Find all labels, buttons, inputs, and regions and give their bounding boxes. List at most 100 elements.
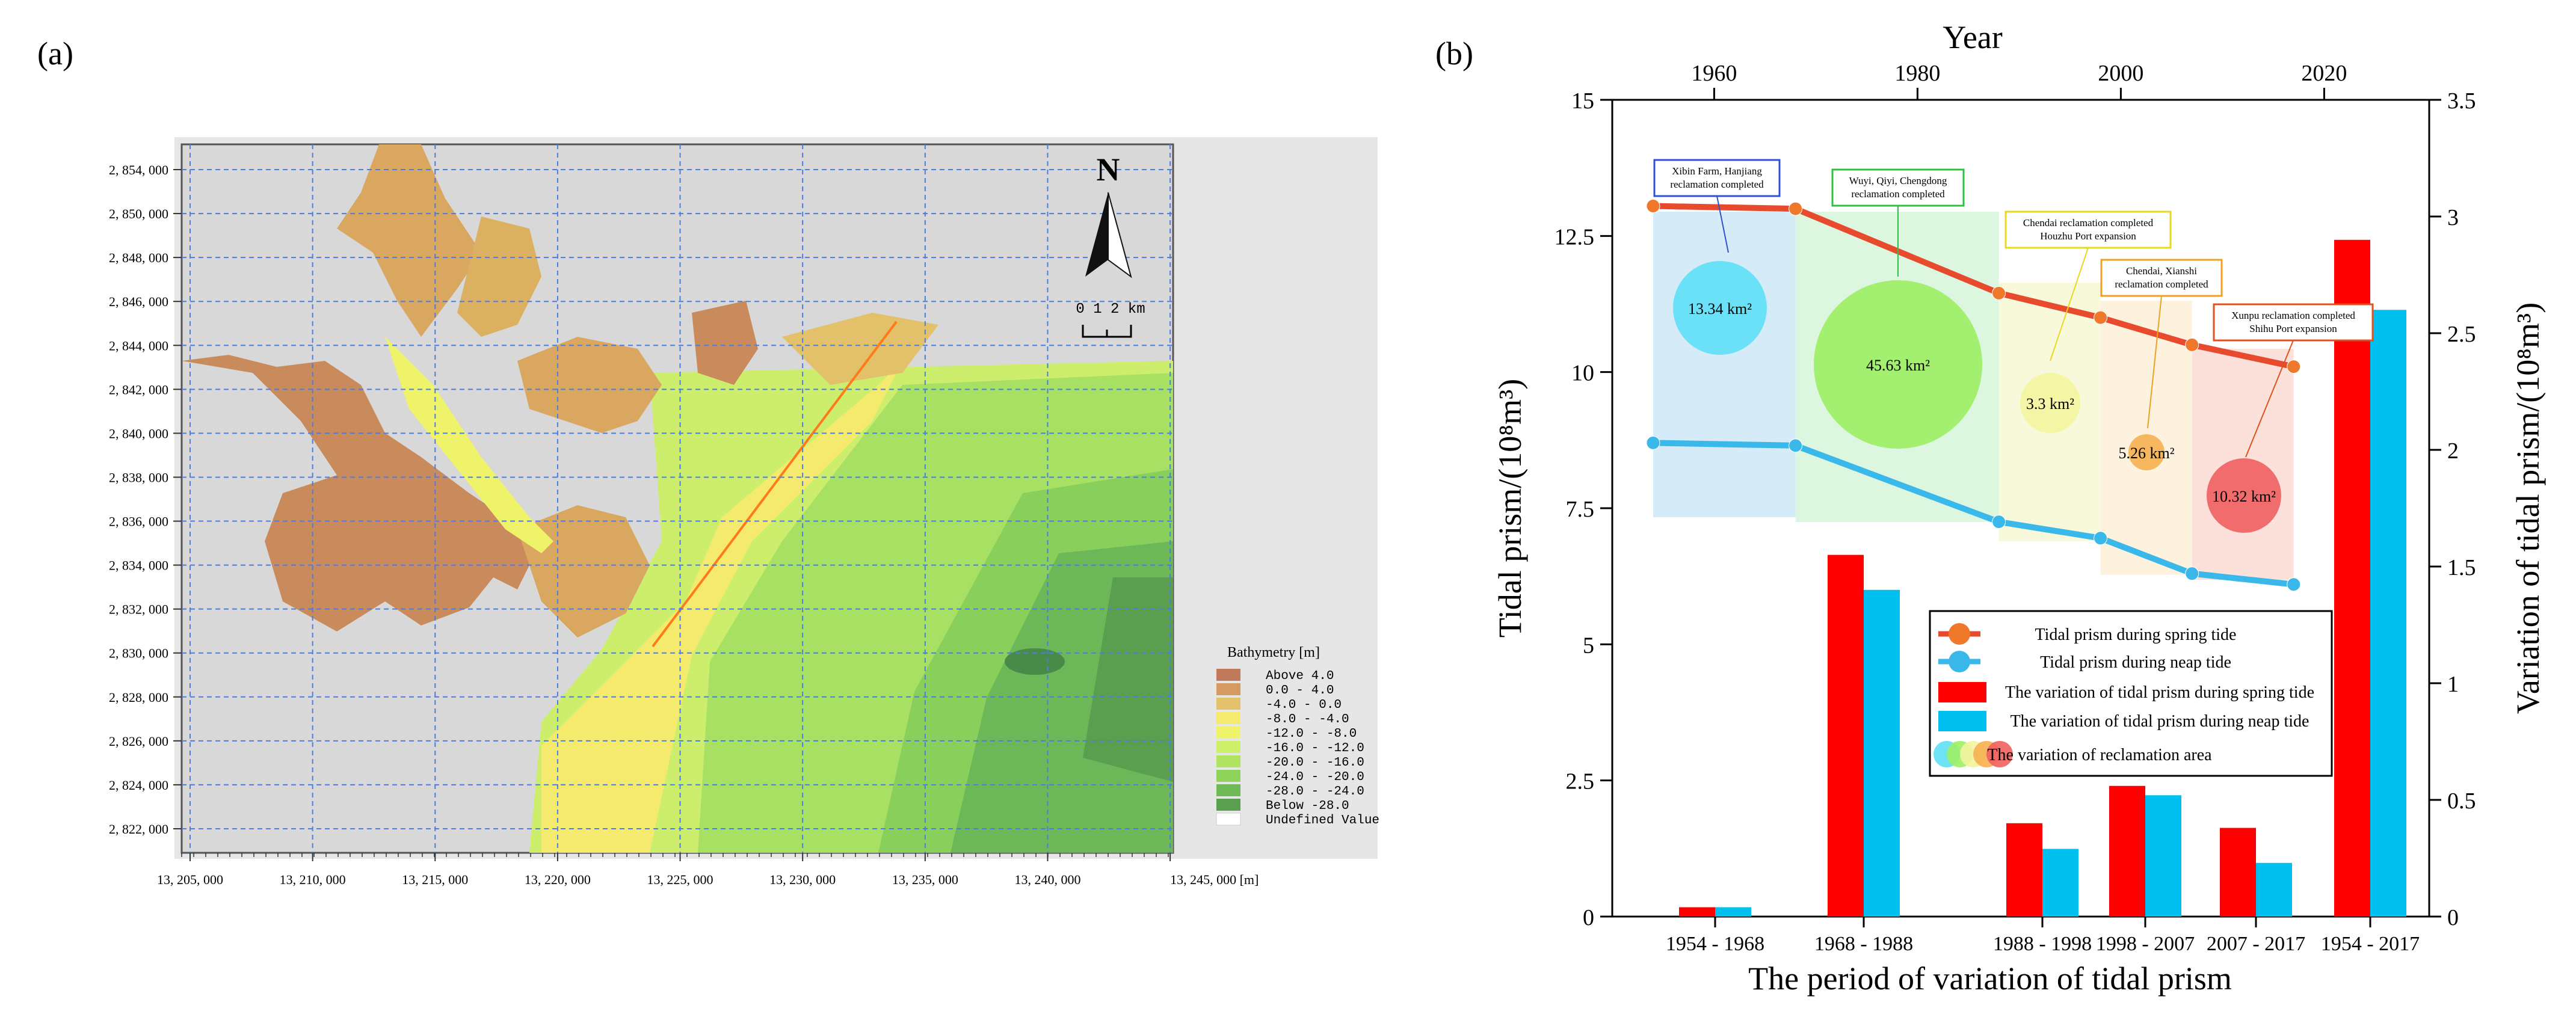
map-y-tick-label: 2, 844, 000 — [109, 338, 168, 353]
land-north-2 — [457, 217, 541, 337]
x-tick-label: 1954 - 2017 — [2321, 933, 2420, 955]
map-y-tick-label: 2, 838, 000 — [109, 470, 168, 485]
note-leader — [1716, 195, 1729, 253]
reclamation-circle — [2020, 373, 2080, 433]
bar-spring — [1828, 555, 1864, 917]
land-ne — [782, 313, 938, 385]
note-line: Houzhu Port expansion — [2040, 230, 2136, 242]
map-x-tick-label: 13, 215, 000 — [402, 872, 468, 887]
map-y-tick-label: 2, 826, 000 — [109, 734, 168, 749]
reclamation-area-label: 13.34 km² — [1688, 300, 1752, 318]
legend-neap-marker — [1949, 651, 1970, 672]
y-right-tick-label: 1 — [2447, 672, 2459, 697]
map-x-tick-label: 13, 245, 000 [m] — [1170, 872, 1259, 887]
x-tick-label: 1988 - 1998 — [1993, 933, 2092, 955]
bar-neap — [2145, 795, 2181, 917]
scale-bar-label: 0 1 2 km — [1076, 301, 1145, 318]
chart-legend: Tidal prism during spring tide Tidal pris… — [1929, 610, 2333, 777]
note-line: Chendai reclamation completed — [2023, 217, 2154, 229]
y-right-tick-label: 0 — [2447, 905, 2459, 930]
top-tick-label: 2000 — [2098, 61, 2143, 86]
north-letter: N — [1097, 152, 1120, 188]
bathymetry-legend: Bathymetry [m] Above 4.00.0 - 4.0-4.0 - … — [1216, 645, 1379, 828]
land-island — [692, 301, 758, 385]
legend-entry-label: -24.0 - -20.0 — [1266, 770, 1364, 784]
reclamation-circle — [2207, 458, 2281, 533]
map-y-tick-label: 2, 846, 000 — [109, 294, 168, 309]
legend-entry-label: -12.0 - -8.0 — [1266, 727, 1357, 741]
y-tick-label: 0 — [1583, 905, 1594, 930]
note-leader — [2050, 247, 2089, 361]
reclamation-circle — [1814, 280, 1982, 449]
y-right-tick-label: 3 — [2447, 205, 2459, 230]
map-y-tick-label: 2, 850, 000 — [109, 206, 168, 221]
map-grid — [182, 144, 1173, 853]
legend-label: The variation of tidal prism during spri… — [2005, 683, 2314, 702]
reclamation-circle — [1673, 261, 1767, 355]
note-leader — [2147, 295, 2162, 429]
y-tick-label: 12.5 — [1555, 224, 1595, 250]
map-y-tick-label: 2, 824, 000 — [109, 778, 168, 793]
legend-label: The variation of reclamation area — [1987, 746, 2212, 764]
legend-entry-label: -8.0 - -4.0 — [1266, 713, 1349, 727]
panel-a-label: (a) — [37, 35, 73, 72]
reclamation-area-label: 5.26 km² — [2118, 444, 2174, 462]
map-x-tick-label: 13, 235, 000 — [892, 872, 958, 887]
neap-tide-point — [1789, 438, 1803, 453]
y-axis-label: Tidal prism/(10⁸m³) — [1492, 379, 1528, 638]
neap-tide-point — [1646, 435, 1660, 450]
legend-swatch — [1216, 698, 1240, 710]
neap-tide-point — [2287, 577, 2301, 592]
note-line: Wuyi, Qiyi, Chengdong — [1849, 175, 1947, 186]
note-line: Xibin Farm, Hanjiang — [1672, 165, 1762, 177]
x-tick-label: 2007 - 2017 — [2207, 933, 2305, 955]
land-west — [182, 355, 541, 631]
legend-spring-marker — [1949, 623, 1970, 645]
map-y-tick-label: 2, 830, 000 — [109, 646, 168, 661]
x-tick-label: 1998 - 2007 — [2096, 933, 2195, 955]
bar-neap — [2370, 310, 2406, 917]
reclamation-area-label: 10.32 km² — [2212, 488, 2276, 505]
legend-entry-label: Below -28.0 — [1266, 799, 1349, 813]
map-x-tick-label: 13, 240, 000 — [1014, 872, 1080, 887]
y-tick-label: 7.5 — [1566, 497, 1595, 522]
map-y-tick-label: 2, 836, 000 — [109, 514, 168, 529]
panel-b-label: (b) — [1435, 35, 1473, 72]
bathymetry-map: N 0 1 2 km Bathymetry [m] Above 4.00.0 -… — [109, 137, 1379, 887]
legend-swatch — [1216, 741, 1240, 753]
top-tick-label: 1980 — [1894, 61, 1940, 86]
note-line: Chendai, Xianshi — [2126, 265, 2197, 277]
neap-tide-point — [2185, 567, 2199, 581]
spring-tide-point — [2287, 360, 2301, 374]
legend-swatch — [1216, 683, 1240, 695]
reclamation-note: Xunpu reclamation completed Shihu Port ex… — [2231, 310, 2355, 334]
map-y-tick-label: 2, 840, 000 — [109, 426, 168, 441]
bar-neap — [1864, 589, 1900, 917]
neap-tide-line — [1653, 440, 2294, 588]
legend-swatch — [1216, 669, 1240, 681]
map-x-tick-label: 13, 225, 000 — [647, 872, 713, 887]
map-axes: 13, 205, 000 13, 210, 000 13, 215, 000 13, … — [109, 162, 1259, 887]
bar-spring — [2109, 785, 2145, 917]
map-y-tick-label: 2, 854, 000 — [109, 162, 168, 177]
legend-entry-label: -28.0 - -24.0 — [1266, 785, 1364, 799]
map-x-tick-label: 13, 220, 000 — [525, 872, 591, 887]
tidal-prism-chart: 0 2.5 5 7.5 10 12.5 15 0 0.5 1 1.5 2 2.5 3 3.5 Year 1960… — [1492, 19, 2546, 997]
bar-spring — [2220, 828, 2256, 917]
land-north — [337, 144, 481, 337]
spring-tide-line — [1653, 203, 2294, 370]
estuary-channel — [385, 337, 553, 553]
top-tick-label: 2020 — [2301, 61, 2347, 86]
scale-bar-icon — [1082, 325, 1132, 338]
legend-swatch — [1216, 784, 1240, 796]
spring-tide-point — [1789, 201, 1803, 216]
spring-tide-point — [1992, 286, 2006, 300]
reclamation-circle — [2128, 434, 2165, 470]
note-line: reclamation completed — [1851, 188, 1945, 200]
spring-tide-point — [1646, 199, 1660, 214]
note-leader — [2245, 340, 2294, 458]
note-line: Shihu Port expansion — [2249, 323, 2337, 334]
legend-swatch — [1216, 799, 1240, 811]
bar-neap — [1715, 907, 1751, 917]
neap-tide-point — [1992, 515, 2006, 529]
